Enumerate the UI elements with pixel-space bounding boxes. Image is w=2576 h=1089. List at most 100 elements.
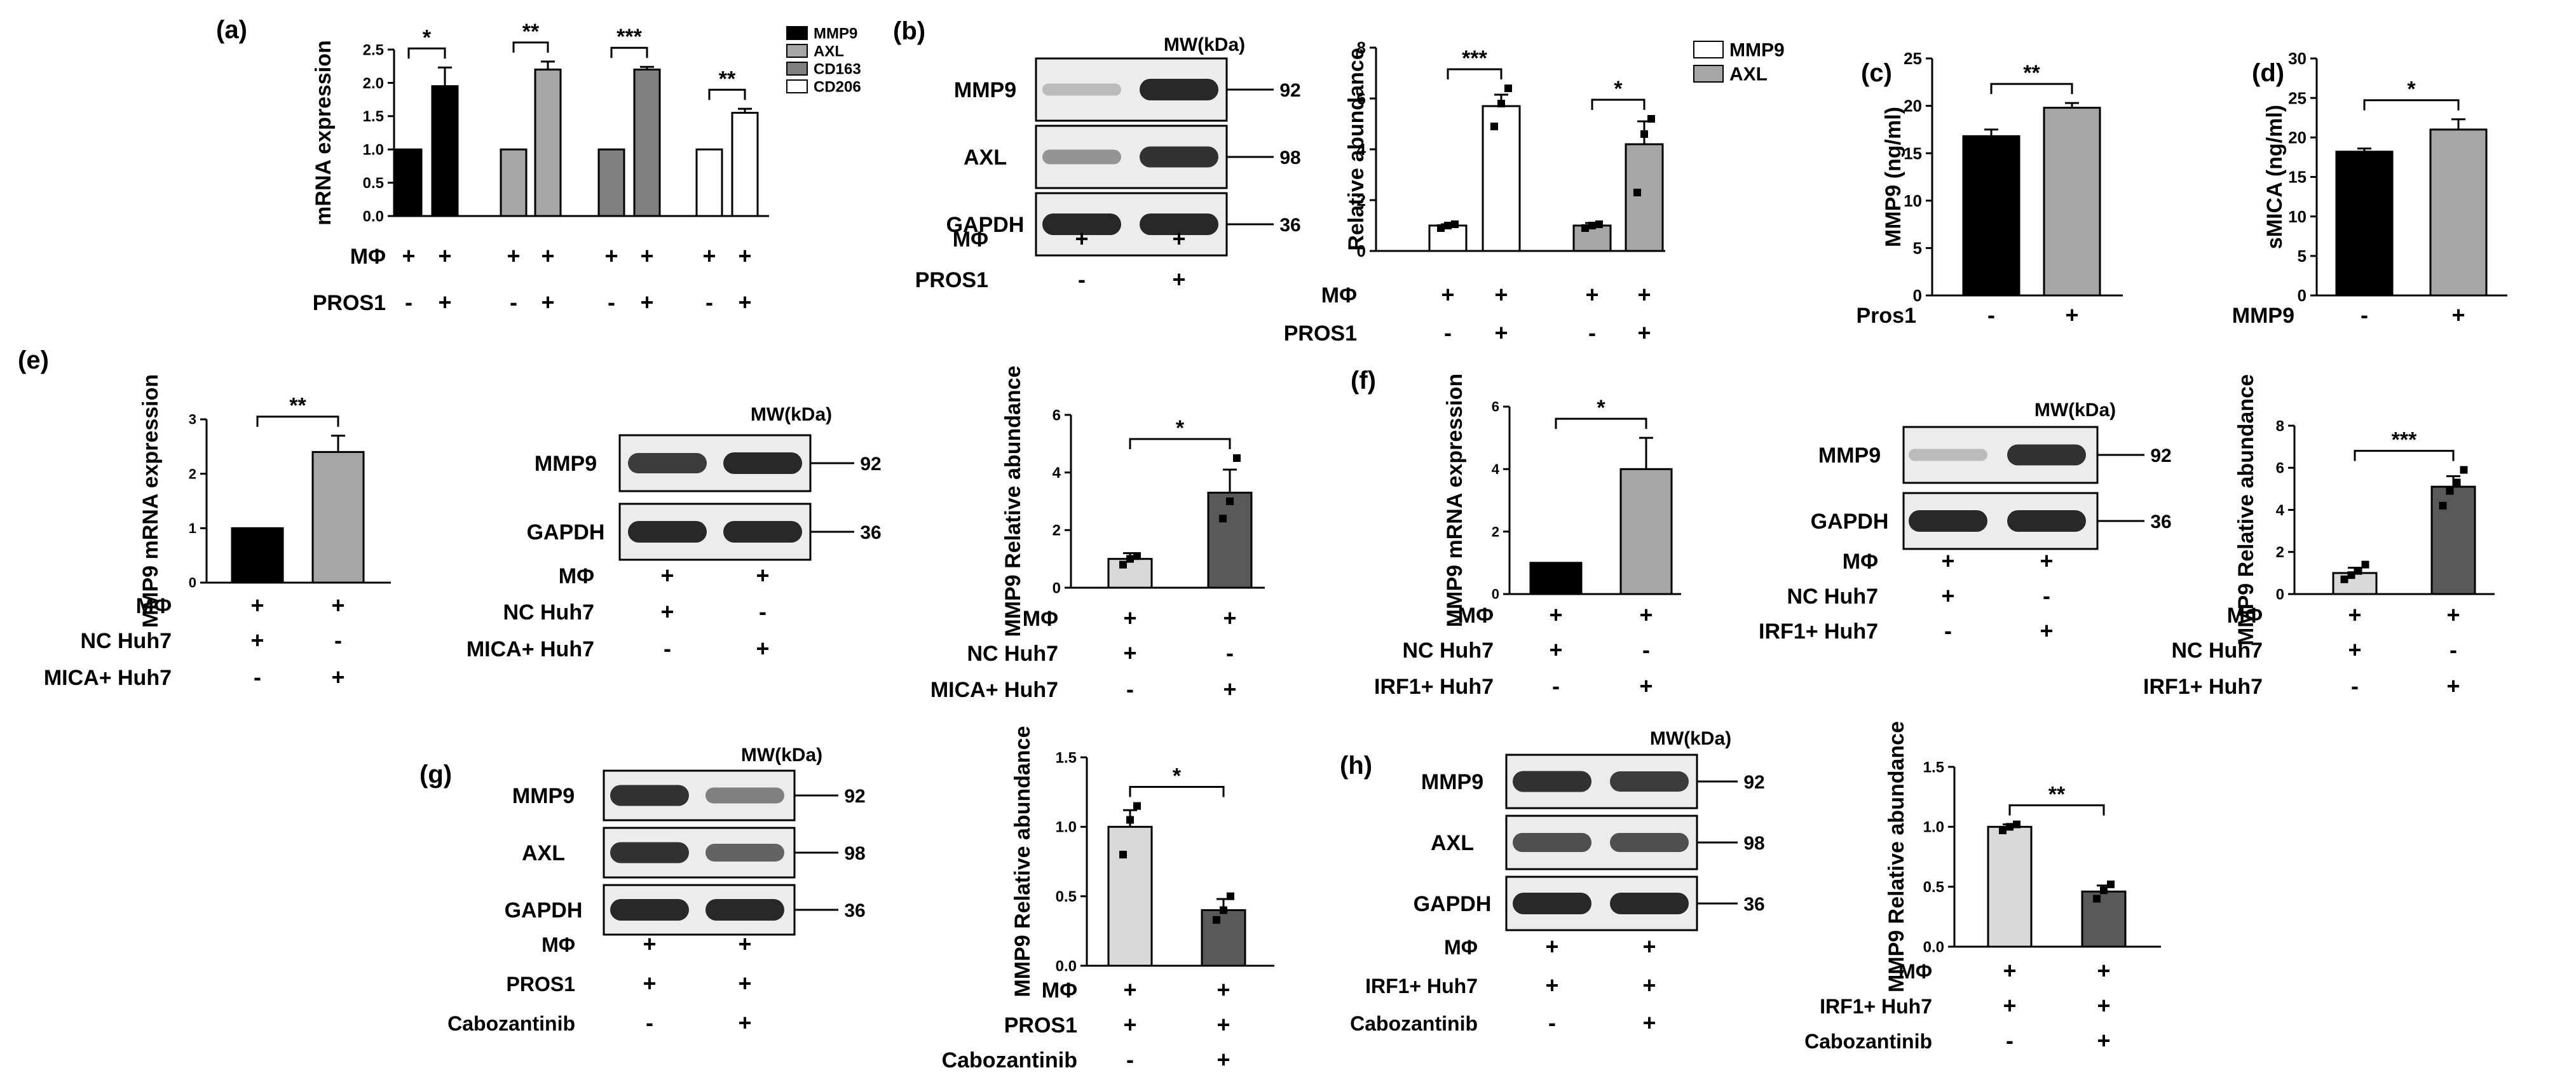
bar — [1107, 825, 1153, 967]
bar — [1107, 558, 1153, 589]
condition-symbol: + — [2446, 673, 2460, 699]
condition-symbol: + — [2003, 957, 2016, 984]
condition-symbol: + — [1172, 266, 1185, 292]
condition-symbol: + — [1642, 972, 1656, 998]
condition-label: MΦ — [542, 933, 575, 956]
data-point — [1233, 454, 1241, 462]
condition-symbol: + — [738, 931, 751, 957]
bar — [1529, 562, 1583, 595]
legend-label: AXL — [1729, 64, 1768, 85]
blot-band — [628, 453, 707, 473]
condition-symbol: - — [254, 664, 261, 690]
condition-symbol: - — [1548, 1010, 1556, 1036]
condition-label: NC Huh7 — [1787, 585, 1878, 609]
data-point — [1227, 892, 1234, 900]
blot-band — [2007, 510, 2086, 532]
condition-symbol: + — [331, 592, 344, 618]
blot-band — [1909, 510, 1987, 532]
condition-symbol: - — [646, 1010, 653, 1036]
condition-symbol: + — [250, 627, 264, 653]
bar — [1207, 491, 1253, 589]
condition-symbol: + — [2348, 637, 2361, 663]
y-tick-label: 20 — [2288, 128, 2307, 147]
blot-band — [610, 842, 689, 863]
data-point — [1999, 826, 2007, 834]
data-point — [1444, 222, 1452, 229]
blot-b: (b) MW(kDa) MMP9 92 AXL 98 GAPDH 36 MΦ + + PROS1 - + — [893, 17, 1301, 292]
condition-label: MΦ — [1023, 607, 1058, 631]
blot-band — [1513, 833, 1591, 852]
data-point — [1126, 555, 1134, 563]
blot-band — [1610, 893, 1689, 914]
condition-symbol: + — [1216, 1046, 1230, 1072]
y-tick-label: 0 — [1357, 241, 1366, 260]
blot-band — [1610, 833, 1689, 852]
blot-band — [628, 521, 707, 543]
significance-label: * — [1597, 396, 1605, 420]
condition-label: MMP9 — [2232, 304, 2294, 328]
mw-value: 92 — [844, 786, 865, 807]
protein-label: MMP9 — [954, 78, 1016, 102]
condition-symbol: + — [2097, 992, 2110, 1018]
significance-bracket — [610, 46, 648, 58]
blot-band — [1610, 771, 1689, 792]
condition-symbol: - — [510, 289, 517, 315]
condition-symbol: + — [660, 599, 674, 625]
blot-h: (h) MW(kDa) MMP9 92 AXL 98 GAPDH 36 MΦ + + IRF1+ Hu… — [1340, 728, 1765, 1036]
bar — [2081, 890, 2127, 948]
legend-swatch — [786, 44, 808, 58]
condition-symbol: + — [541, 243, 554, 269]
blot-band — [1042, 83, 1121, 96]
data-point — [2354, 567, 2362, 575]
data-point — [1633, 189, 1641, 196]
data-point — [1119, 560, 1127, 569]
condition-label: IRF1+ Huh7 — [1365, 975, 1478, 998]
condition-symbol: - — [1642, 637, 1650, 663]
bar — [2430, 485, 2476, 595]
significance-bracket — [708, 88, 746, 100]
bar — [1428, 224, 1468, 252]
blot-band — [723, 521, 802, 543]
y-tick-label: 1.5 — [1923, 759, 1944, 776]
condition-label: NC Huh7 — [80, 629, 172, 653]
condition-symbol: + — [1639, 673, 1653, 699]
condition-label: MΦ — [2227, 604, 2263, 628]
y-axis-label: MMP9 (ng/ml) — [1881, 107, 1905, 247]
data-point — [1213, 916, 1220, 924]
condition-symbol: - — [2361, 302, 2368, 328]
condition-symbol: - — [1126, 676, 1134, 702]
bar — [534, 68, 562, 217]
bar — [231, 527, 284, 584]
y-tick-label: 4 — [1053, 464, 1061, 482]
condition-symbol: + — [1123, 977, 1136, 1003]
chart-e1: (e) 0 1 2 3 MMP9 mRNA expression ** MΦ + + NC Huh7… — [18, 346, 391, 690]
chart-f2: 0 2 4 6 8 MMP9 Relative abundance *** MΦ + + NC Hu… — [2143, 374, 2495, 699]
panel-label: (e) — [18, 346, 49, 374]
condition-symbol: - — [759, 599, 767, 625]
bar — [1962, 135, 2021, 297]
condition-symbol: - — [1444, 320, 1452, 346]
condition-symbol: + — [640, 243, 653, 269]
y-tick-label: 2.0 — [363, 75, 384, 92]
data-point — [2100, 886, 2108, 895]
protein-label: GAPDH — [946, 213, 1025, 237]
y-tick-label: 2 — [1492, 524, 1499, 539]
blot-f: MW(kDa) MMP9 92 GAPDH 36 MΦ + + NC Huh7 + - IRF1+ H… — [1759, 400, 2172, 644]
blot-band — [2007, 444, 2086, 466]
significance-label: *** — [617, 25, 642, 49]
condition-symbol: + — [331, 664, 344, 690]
protein-label: GAPDH — [505, 898, 583, 923]
data-point — [1220, 906, 1227, 914]
significance-bracket — [1990, 83, 2073, 95]
data-point — [2361, 560, 2369, 569]
condition-symbol: + — [250, 592, 264, 618]
condition-symbol: + — [1941, 583, 1954, 609]
condition-label: MΦ — [1898, 960, 1932, 983]
condition-label: MΦ — [1042, 978, 1077, 1003]
condition-symbol: - — [1226, 640, 1234, 666]
condition-label: MΦ — [1843, 550, 1878, 574]
mw-value: 36 — [2150, 511, 2171, 532]
bar — [695, 148, 723, 217]
